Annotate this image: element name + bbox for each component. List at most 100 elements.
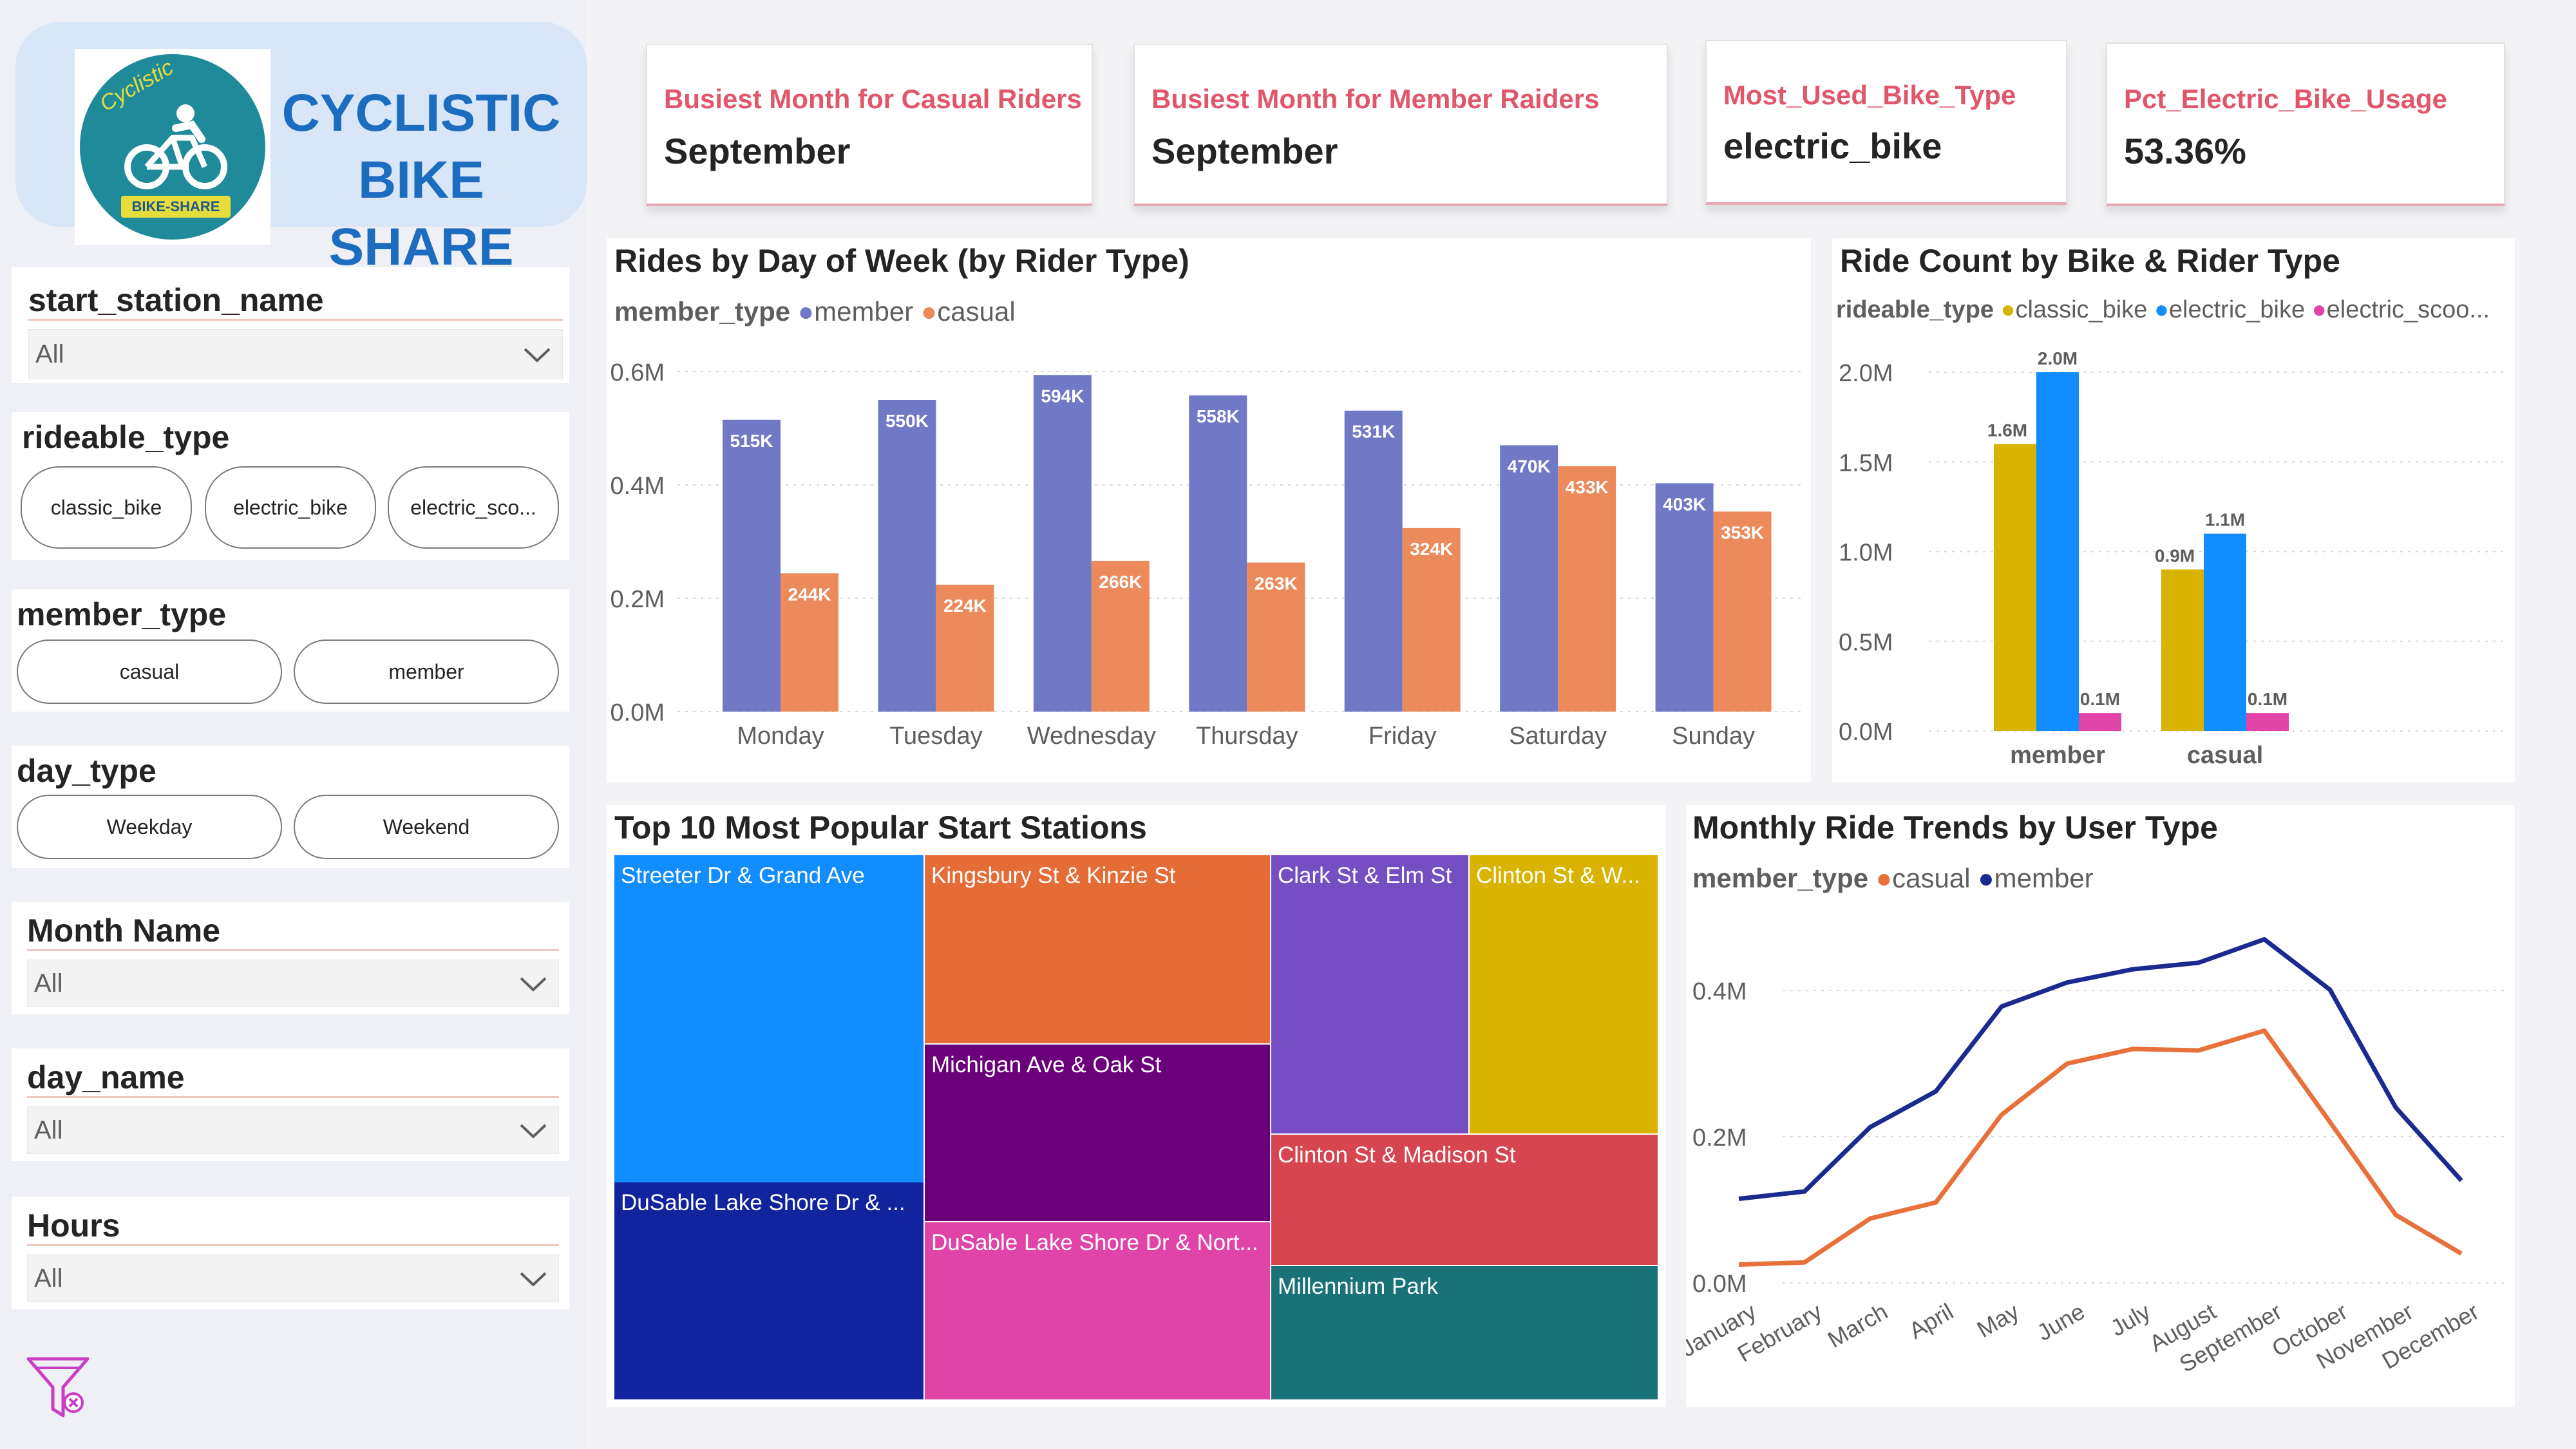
chart-rides-by-day: Rides by Day of Week (by Rider Type) mem… [607,238,1811,782]
line-member [1738,937,2463,1201]
data-label: 324K [1410,539,1453,559]
legend-item-casual[interactable]: casual [937,296,1016,327]
chart-legend: member_type ●casual ●member [1692,863,2094,894]
chip-weekday[interactable]: Weekday [17,795,282,859]
bar-member [723,419,781,712]
treemap-cell[interactable]: Clark St & Elm St [1271,855,1468,1133]
treemap-cell[interactable]: Kingsbury St & Kinzie St [925,855,1270,1043]
divider [27,1096,559,1098]
divider [28,319,563,321]
kpi-label: Busiest Month for Member Raiders [1151,84,1600,114]
kpi-card-busiest-month-casual: Busiest Month for Casual Riders Septembe… [646,44,1093,206]
chip-weekend[interactable]: Weekend [294,795,559,859]
chip-electric-scooter[interactable]: electric_sco... [388,466,559,549]
slicer-hours: Hours All [12,1197,569,1309]
bar-member [1344,410,1403,712]
legend-item-electric-scooter[interactable]: electric_scoo... [2326,296,2490,323]
y-tick-label: 0.5M [1839,629,1893,656]
legend-title: member_type [1692,863,1869,893]
data-label: 550K [886,411,929,431]
y-tick-label: 0.0M [1839,719,1893,746]
y-tick-label: 0.0M [1692,1271,1747,1298]
x-tick-label: Tuesday [889,723,982,750]
data-label: 531K [1352,422,1395,442]
legend-marker-member: ● [1978,863,1994,893]
data-label: 1.1M [2205,510,2245,530]
data-label: 470K [1508,456,1551,476]
treemap-cell[interactable]: Streeter Dr & Grand Ave [614,855,923,1182]
legend-item-classic[interactable]: classic_bike [2015,296,2148,323]
chart-title: Rides by Day of Week (by Rider Type) [614,243,1189,279]
y-tick-label: 0.2M [1692,1124,1747,1151]
legend-item-casual[interactable]: casual [1892,863,1971,893]
treemap-cell[interactable]: Michigan Ave & Oak St [925,1045,1270,1221]
y-tick-label: 2.0M [1839,360,1893,387]
kpi-label: Pct_Electric_Bike_Usage [2124,84,2447,114]
x-tick-label: Monday [737,723,824,750]
bar-classic_bike [2161,569,2204,731]
x-tick-label: May [1973,1298,2023,1343]
chart-monthly-trends: Monthly Ride Trends by User Type member_… [1686,805,2515,1407]
legend-item-member[interactable]: member [814,296,914,327]
data-label: 244K [788,584,831,604]
day-name-dropdown[interactable]: All [27,1106,559,1154]
slicer-rideable-type: rideable_type classic_bike electric_bike… [12,412,569,560]
legend-item-electric-bike[interactable]: electric_bike [2168,296,2306,323]
slicer-title: Month Name [27,913,220,949]
y-tick-label: 0.2M [611,586,665,613]
app-title-line1: CYCLISTIC [281,84,561,142]
treemap-cell[interactable]: DuSable Lake Shore Dr & ... [614,1182,923,1399]
data-label: 0.9M [2155,545,2195,565]
treemap-cell[interactable]: Millennium Park [1271,1266,1658,1399]
app-title-line2: BIKE SHARE [328,151,514,276]
chip-electric-bike[interactable]: electric_bike [205,466,376,549]
divider [27,1244,559,1246]
x-tick-label: Wednesday [1027,723,1156,750]
divider [27,949,559,951]
x-tick-label: Saturday [1509,723,1607,750]
dropdown-value: All [35,340,64,368]
treemap-cell[interactable]: Clinton St & W... [1470,855,1658,1133]
data-label: 353K [1721,522,1764,542]
y-tick-label: 1.5M [1839,450,1893,477]
brand-header: Cyclistic BIKE-SHARE CYCLISTIC BIKE SHAR… [15,22,587,276]
chip-classic-bike[interactable]: classic_bike [21,466,192,549]
slicer-title: start_station_name [28,282,324,318]
data-label: 558K [1197,406,1240,426]
bar-casual [1558,466,1616,712]
x-tick-label: member [2010,742,2105,769]
start-station-dropdown[interactable]: All [28,329,563,379]
chip-member[interactable]: member [294,639,559,704]
logo-badge: Cyclistic BIKE-SHARE [80,54,265,240]
hours-dropdown[interactable]: All [27,1255,559,1302]
kpi-value: 53.36% [2124,131,2246,171]
y-tick-label: 0.6M [611,359,665,386]
filter-clear-icon[interactable] [23,1352,94,1423]
chart-top-stations: Top 10 Most Popular Start Stations Stree… [607,805,1666,1407]
data-label: 1.6M [1987,420,2027,440]
data-label: 2.0M [2038,348,2078,368]
legend-marker-electric-scooter: ● [2311,296,2327,323]
bar-electric_scoo... [2246,713,2289,731]
slicer-title: Hours [27,1208,120,1244]
data-label: 515K [730,431,773,451]
bar-classic_bike [1994,444,2036,731]
treemap-cell[interactable]: DuSable Lake Shore Dr & Nort... [925,1222,1270,1399]
chevron-down-icon [520,1124,547,1139]
chevron-down-icon [520,977,547,992]
treemap: Streeter Dr & Grand Ave DuSable Lake Sho… [614,855,1658,1399]
legend-item-member[interactable]: member [1994,863,2094,893]
slicer-day-name: day_name All [12,1048,569,1161]
app-title: CYCLISTIC BIKE SHARE [279,80,563,281]
treemap-cell[interactable]: Clinton St & Madison St [1271,1135,1658,1265]
chart-title: Top 10 Most Popular Start Stations [614,810,1147,846]
legend-marker-casual: ● [920,296,938,327]
bar-electric_bike [2036,372,2079,731]
bar-casual [1247,562,1305,712]
month-dropdown[interactable]: All [27,960,559,1007]
x-tick-label: Sunday [1672,723,1755,750]
chip-casual[interactable]: casual [17,639,282,704]
x-tick-label: June [2032,1298,2089,1346]
kpi-value: September [664,131,851,171]
